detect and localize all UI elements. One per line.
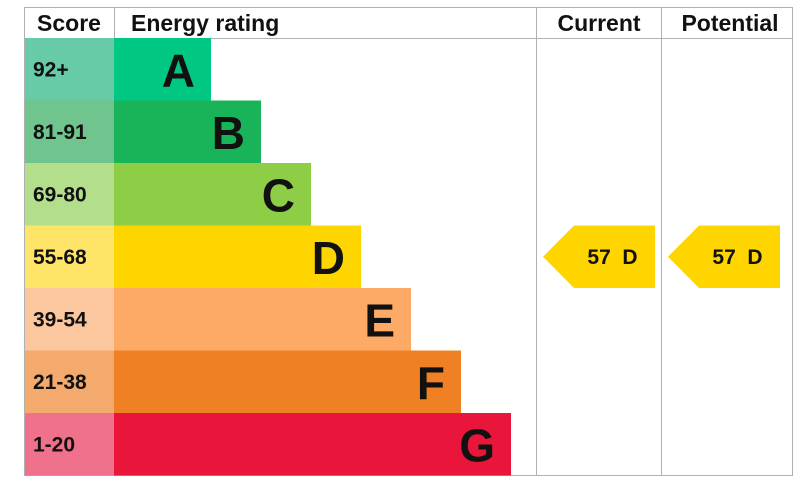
potential-rating-marker-label: 57 D: [712, 246, 762, 269]
score-cell-g: [25, 413, 114, 476]
band-bar-a: [114, 38, 211, 101]
potential-header: Potential: [681, 10, 778, 36]
potential-rating-marker: [668, 225, 780, 288]
energy-rating-header: Energy rating: [131, 10, 279, 36]
band-bar-c: [114, 163, 311, 226]
band-bar-e: [114, 288, 411, 351]
band-bar-g: [114, 413, 511, 476]
score-cell-d: [25, 225, 114, 288]
score-range-a: 92+: [33, 58, 69, 81]
rating-bands: 92+ A 81-91 B 69-80 C 55-68 D 39-54 E 21-38 F 1-20 G: [25, 38, 511, 476]
band-letter-f: F: [417, 357, 445, 409]
current-rating-marker: [543, 225, 655, 288]
current-header: Current: [557, 10, 640, 36]
score-cell-b: [25, 100, 114, 163]
score-range-g: 1-20: [33, 433, 75, 456]
score-cell-c: [25, 163, 114, 226]
score-cell-f: [25, 350, 114, 413]
band-bar-b: [114, 100, 261, 163]
band-letter-d: D: [312, 232, 345, 284]
band-letter-e: E: [364, 294, 395, 346]
score-range-b: 81-91: [33, 121, 87, 144]
score-range-c: 69-80: [33, 183, 87, 206]
score-cell-e: [25, 288, 114, 351]
score-range-d: 55-68: [33, 246, 87, 269]
band-bar-f: [114, 350, 461, 413]
rating-markers: 57 D 57 D: [543, 225, 780, 288]
score-header: Score: [37, 10, 101, 36]
band-letter-b: B: [212, 107, 245, 159]
band-letter-c: C: [262, 169, 295, 221]
band-bar-d: [114, 225, 361, 288]
band-letter-g: G: [459, 419, 495, 471]
current-rating-marker-label: 57 D: [587, 246, 637, 269]
score-range-e: 39-54: [33, 308, 87, 331]
score-cell-a: [25, 38, 114, 101]
band-letter-a: A: [162, 44, 195, 96]
score-range-f: 21-38: [33, 371, 87, 394]
